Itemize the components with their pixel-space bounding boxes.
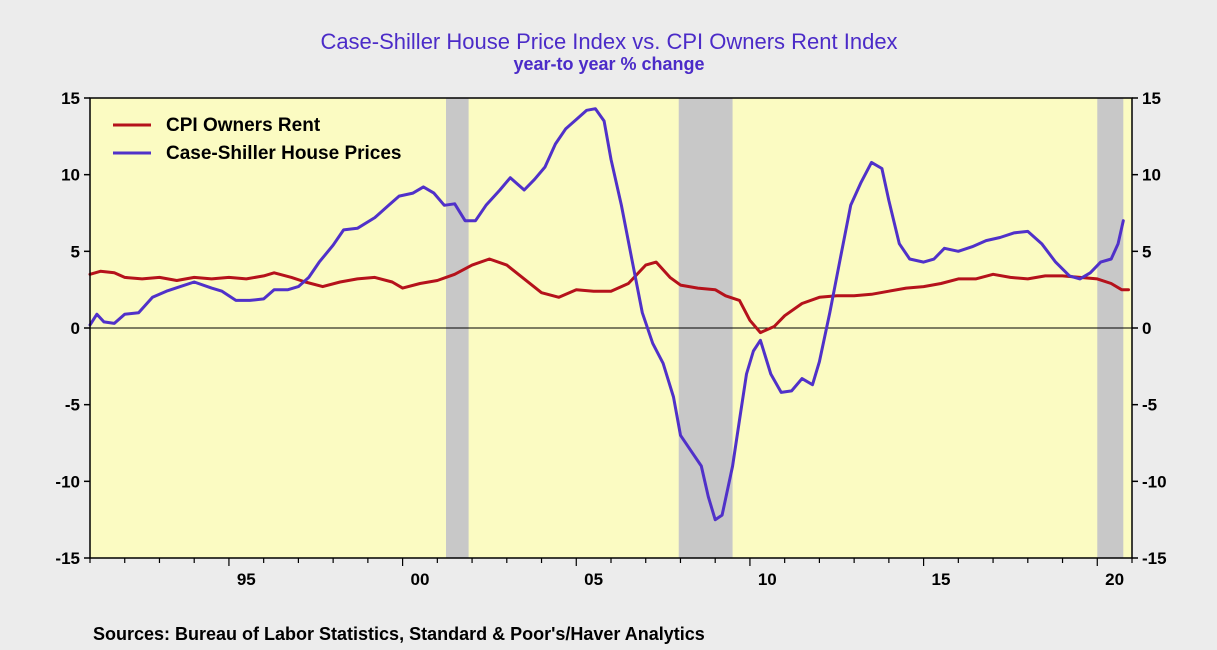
source-note: Sources: Bureau of Labor Statistics, Sta… — [93, 624, 705, 644]
series-line-case-shiller — [88, 107, 1125, 522]
y-tick-label-right: 10 — [1142, 166, 1161, 185]
y-tick-label-left: 0 — [71, 319, 80, 338]
y-axis-left: 15 10 5 0 -5 -10 -15 — [55, 89, 90, 568]
legend-label-case-shiller: Case-Shiller House Prices — [166, 143, 402, 164]
x-tick-label: 10 — [758, 570, 777, 589]
y-tick-label-left: 5 — [71, 242, 80, 261]
y-tick-label-right: 5 — [1142, 242, 1151, 261]
y-tick-label-left: -10 — [55, 472, 80, 491]
y-tick-label-right: -5 — [1142, 396, 1157, 415]
y-tick-label-right: -10 — [1142, 472, 1167, 491]
y-tick-label-left: -5 — [65, 396, 80, 415]
x-tick-label: 20 — [1105, 570, 1124, 589]
x-tick-label: 95 — [237, 570, 256, 589]
chart-subtitle: year-to year % change — [513, 54, 704, 74]
chart-title: Case-Shiller House Price Index vs. CPI O… — [320, 29, 897, 54]
x-tick-label: 05 — [584, 570, 603, 589]
series-lines — [88, 107, 1130, 522]
y-axis-right: 15 10 5 0 -5 -10 -15 — [1132, 89, 1167, 568]
y-tick-label-right: -15 — [1142, 549, 1167, 568]
legend: CPI Owners Rent Case-Shiller House Price… — [113, 115, 402, 164]
x-tick-label: 00 — [411, 570, 430, 589]
y-tick-label-left: -15 — [55, 549, 80, 568]
y-tick-label-left: 10 — [61, 166, 80, 185]
y-tick-label-right: 15 — [1142, 89, 1161, 108]
x-axis: 95 00 05 10 15 20 — [89, 558, 1133, 589]
series-line-cpi-owners-rent — [88, 257, 1130, 335]
legend-label-cpi: CPI Owners Rent — [166, 115, 321, 136]
x-tick-label: 15 — [932, 570, 951, 589]
y-tick-label-right: 0 — [1142, 319, 1151, 338]
y-tick-label-left: 15 — [61, 89, 80, 108]
